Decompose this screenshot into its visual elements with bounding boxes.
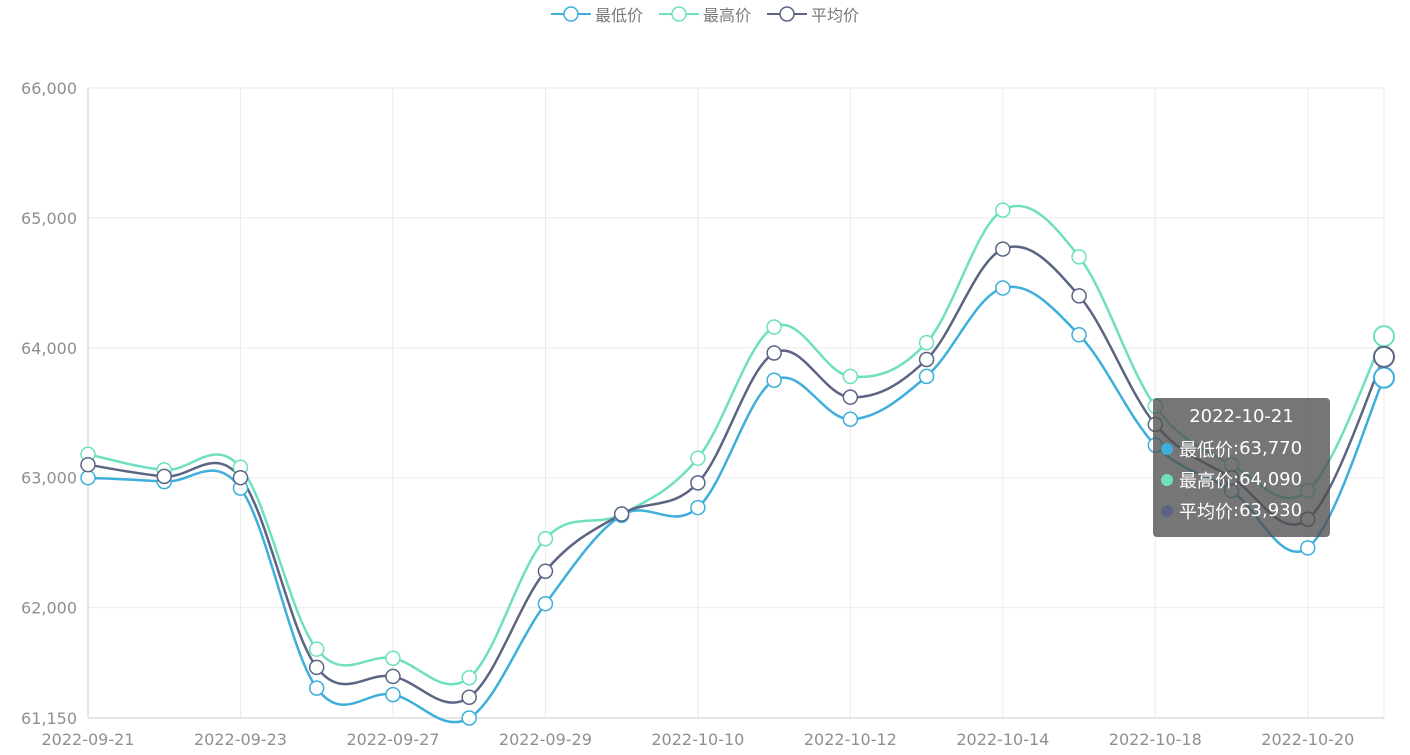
y-tick-label: 62,000 — [21, 599, 77, 618]
tooltip-label-high: 最高价 — [1179, 470, 1233, 492]
data-point-low[interactable] — [918, 368, 935, 385]
y-tick-label: 61,150 — [21, 709, 77, 728]
data-point-high[interactable] — [918, 334, 935, 351]
legend-avg-icon — [767, 6, 807, 22]
data-point-low[interactable] — [385, 686, 401, 703]
data-point-avg[interactable] — [308, 659, 325, 676]
data-point-avg[interactable] — [461, 689, 477, 705]
x-tick-label: 2022-10-14 — [956, 730, 1049, 749]
tooltip-row-avg: 平均价: 63,930 — [1161, 495, 1322, 526]
legend-low-icon — [550, 6, 591, 22]
x-tick-label: 2022-09-21 — [42, 730, 135, 749]
y-tick-label: 64,000 — [21, 339, 77, 358]
data-point-avg[interactable] — [766, 345, 782, 361]
data-point-avg[interactable] — [613, 506, 630, 522]
x-tick-label: 2022-09-23 — [194, 730, 287, 749]
data-point-avg[interactable] — [80, 456, 96, 473]
data-point-high[interactable] — [461, 669, 477, 686]
x-tick-label: 2022-09-27 — [346, 730, 439, 749]
legend-label-avg: 平均价 — [811, 6, 860, 25]
y-tick-label: 63,000 — [21, 469, 77, 488]
data-point-avg[interactable] — [537, 563, 554, 579]
y-tick-label: 65,000 — [21, 209, 77, 228]
data-point-low[interactable] — [537, 595, 554, 612]
x-tick-label: 2022-10-12 — [804, 730, 897, 749]
data-point-high[interactable] — [308, 641, 325, 657]
data-point-high[interactable] — [385, 650, 401, 666]
data-point-high[interactable] — [995, 202, 1011, 218]
tooltip: 2022-10-21 最低价: 63,770 最高价: 64,090 平均价: … — [1153, 398, 1330, 537]
y-tick-label: 66,000 — [21, 79, 77, 98]
tooltip-dot-low-icon — [1161, 442, 1173, 455]
data-point-low[interactable] — [461, 710, 477, 726]
tooltip-title: 2022-10-21 — [1189, 406, 1294, 427]
data-point-avg[interactable] — [1373, 345, 1395, 368]
data-point-low[interactable] — [1300, 540, 1316, 556]
data-point-low[interactable] — [995, 280, 1011, 296]
data-point-high[interactable] — [537, 530, 554, 547]
legend-high-icon — [658, 6, 699, 22]
tooltip-row-high: 最高价: 64,090 — [1161, 464, 1322, 495]
data-point-avg[interactable] — [842, 389, 859, 405]
x-tick-label: 2022-09-29 — [499, 730, 592, 749]
x-tick-label: 2022-10-10 — [651, 730, 744, 749]
data-point-low[interactable] — [766, 372, 782, 389]
data-point-high[interactable] — [766, 319, 782, 335]
data-point-avg[interactable] — [1071, 288, 1087, 304]
data-point-avg[interactable] — [156, 468, 172, 485]
data-point-avg[interactable] — [690, 475, 706, 491]
data-point-avg[interactable] — [995, 241, 1011, 257]
data-point-low[interactable] — [308, 680, 325, 696]
legend-item-low[interactable]: 最低价 — [550, 2, 643, 26]
legend-label-high: 最高价 — [702, 6, 751, 25]
data-point-low[interactable] — [1071, 327, 1087, 343]
data-point-avg[interactable] — [385, 668, 401, 685]
data-point-low[interactable] — [80, 469, 96, 486]
legend-label-low: 最低价 — [594, 6, 643, 25]
data-point-low[interactable] — [690, 499, 706, 516]
data-point-low[interactable] — [842, 411, 859, 427]
data-point-avg[interactable] — [232, 469, 249, 486]
legend-item-high[interactable]: 最高价 — [658, 2, 751, 26]
data-point-low[interactable] — [1373, 366, 1395, 389]
legend: 最低价 最高价 平均价 — [0, 2, 1410, 26]
data-point-avg[interactable] — [918, 351, 935, 368]
tooltip-row-low: 最低价: 63,770 — [1161, 433, 1322, 464]
data-point-high[interactable] — [1373, 325, 1395, 348]
tooltip-dot-high-icon — [1161, 473, 1173, 486]
tooltip-value-avg: 63,930 — [1239, 500, 1303, 521]
tooltip-dot-avg-icon — [1161, 504, 1173, 517]
data-point-high[interactable] — [1071, 249, 1087, 265]
axes: 61,150 62,000 63,000 64,000 65,000 66,000 2022… — [21, 79, 1384, 749]
tooltip-label-avg: 平均价 — [1179, 501, 1233, 523]
x-tick-label: 2022-10-18 — [1109, 730, 1202, 749]
tooltip-value-low: 63,770 — [1239, 438, 1303, 459]
x-tick-label: 2022-10-20 — [1261, 730, 1354, 749]
tooltip-value-high: 64,090 — [1239, 469, 1303, 490]
data-point-high[interactable] — [690, 450, 706, 466]
tooltip-label-low: 最低价 — [1179, 439, 1233, 461]
data-point-high[interactable] — [842, 368, 859, 385]
legend-item-avg[interactable]: 平均价 — [767, 2, 859, 26]
